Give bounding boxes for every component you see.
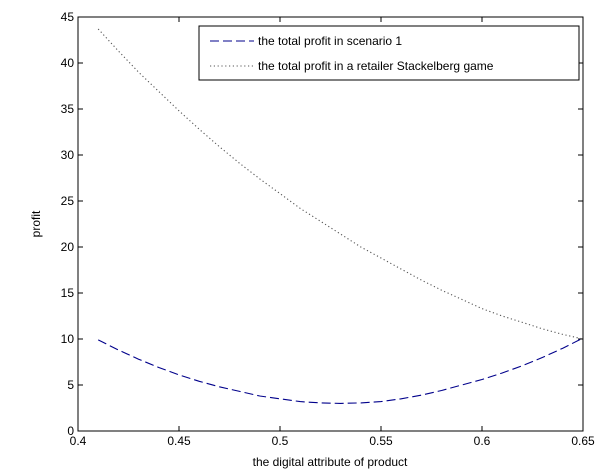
- x-tick-label: 0.55: [369, 434, 393, 448]
- series-line-2: [97, 28, 584, 340]
- x-tick-label: 0.45: [167, 434, 191, 448]
- x-tick-label: 0.4: [70, 434, 87, 448]
- legend-label-series-1: the total profit in scenario 1: [258, 34, 402, 48]
- series-line-1: [97, 337, 584, 404]
- legend: the total profit in scenario 1 the total…: [198, 25, 580, 81]
- y-axis-ticks: 0 5 10 15 20 25 30 35 40 45: [61, 10, 583, 438]
- x-tick-label: 0.5: [272, 434, 289, 448]
- legend-label-series-2: the total profit in a retailer Stackelbe…: [258, 59, 494, 73]
- x-axis-ticks: 0.4 0.45 0.5 0.55 0.6 0.65: [70, 17, 595, 448]
- legend-box: [198, 25, 580, 81]
- series-layer: [97, 28, 584, 404]
- x-tick-label: 0.65: [571, 434, 595, 448]
- plot-area: [77, 16, 584, 432]
- y-tick-label: 10: [61, 332, 75, 346]
- y-tick-label: 15: [61, 286, 75, 300]
- y-tick-label: 0: [67, 424, 74, 438]
- y-tick-label: 30: [61, 148, 75, 162]
- y-tick-label: 40: [61, 56, 75, 70]
- y-tick-label: 20: [61, 240, 75, 254]
- y-tick-label: 25: [61, 194, 75, 208]
- y-axis-label: profit: [29, 210, 43, 237]
- y-tick-label: 5: [67, 378, 74, 392]
- y-tick-label: 35: [61, 102, 75, 116]
- x-tick-label: 0.6: [474, 434, 491, 448]
- x-axis-label: the digital attribute of product: [253, 455, 408, 469]
- y-tick-label: 45: [61, 10, 75, 24]
